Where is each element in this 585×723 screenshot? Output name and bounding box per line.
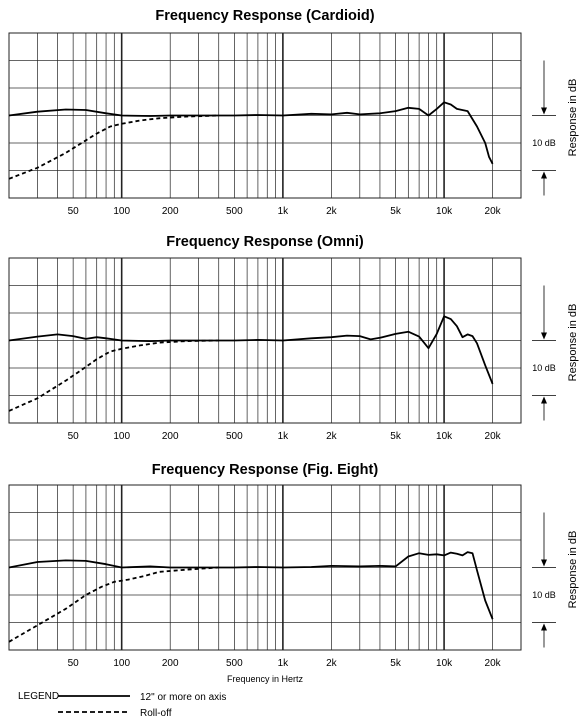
on-axis-curve: [8, 101, 494, 165]
x-tick-label: 200: [162, 206, 179, 217]
x-tick-label: 20k: [485, 206, 502, 217]
x-tick-label: 2k: [326, 431, 338, 442]
legend-label: 12" or more on axis: [140, 692, 226, 703]
chart-title: Frequency Response (Fig. Eight): [152, 462, 379, 478]
arrowhead-icon: [541, 396, 547, 404]
arrowhead-icon: [541, 171, 547, 179]
scale-label: 10 dB: [532, 138, 556, 148]
x-tick-label: 2k: [326, 206, 338, 217]
legend-title: LEGEND: [18, 691, 59, 702]
scale-label: 10 dB: [532, 363, 556, 373]
x-tick-label: 5k: [390, 206, 402, 217]
rolloff-curve: [8, 566, 219, 643]
arrowhead-icon: [541, 332, 547, 340]
rolloff-curve: [8, 114, 219, 180]
chart-2: Frequency Response (Omni) 50 100 200 500 1k 2k…: [8, 234, 579, 442]
x-tick-label: 500: [226, 206, 243, 217]
arrowhead-icon: [541, 559, 547, 567]
y-axis-label: Response in dB: [567, 79, 579, 157]
x-tick-label: 100: [113, 206, 130, 217]
x-tick-label: 50: [68, 658, 80, 669]
x-tick-label: 200: [162, 431, 179, 442]
x-tick-label: 1k: [278, 431, 290, 442]
chart-1: Frequency Response (Cardioid) 50 100 200 500…: [8, 8, 579, 217]
x-tick-label: 20k: [485, 658, 502, 669]
x-tick-label: 10k: [436, 431, 453, 442]
rolloff-curve: [8, 339, 219, 412]
x-tick-label: 50: [68, 206, 80, 217]
on-axis-curve: [8, 551, 494, 620]
x-tick-label: 5k: [390, 431, 402, 442]
chart-title: Frequency Response (Omni): [166, 234, 364, 250]
arrowhead-icon: [541, 623, 547, 631]
x-tick-label: 2k: [326, 658, 338, 669]
x-tick-label: 500: [226, 658, 243, 669]
y-axis-label: Response in dB: [567, 531, 579, 609]
x-tick-label: 50: [68, 431, 80, 442]
chart-3: Frequency Response (Fig. Eight) 50 100 200 5…: [8, 462, 579, 684]
x-tick-label: 1k: [278, 206, 290, 217]
x-tick-label: 1k: [278, 658, 290, 669]
x-tick-label: 20k: [485, 431, 502, 442]
chart-title: Frequency Response (Cardioid): [155, 8, 374, 24]
y-axis-label: Response in dB: [567, 304, 579, 382]
x-tick-label: 500: [226, 431, 243, 442]
x-tick-label: 5k: [390, 658, 402, 669]
arrowhead-icon: [541, 107, 547, 115]
x-tick-label: 100: [113, 658, 130, 669]
x-tick-label: 10k: [436, 658, 453, 669]
legend-label: Roll-off: [140, 708, 172, 719]
legend: LEGEND 12" or more on axis Roll-off: [18, 691, 226, 719]
scale-label: 10 dB: [532, 590, 556, 600]
x-tick-label: 200: [162, 658, 179, 669]
x-axis-label: Frequency in Hertz: [227, 674, 304, 684]
on-axis-curve: [8, 315, 494, 385]
x-tick-label: 100: [113, 431, 130, 442]
x-tick-label: 10k: [436, 206, 453, 217]
